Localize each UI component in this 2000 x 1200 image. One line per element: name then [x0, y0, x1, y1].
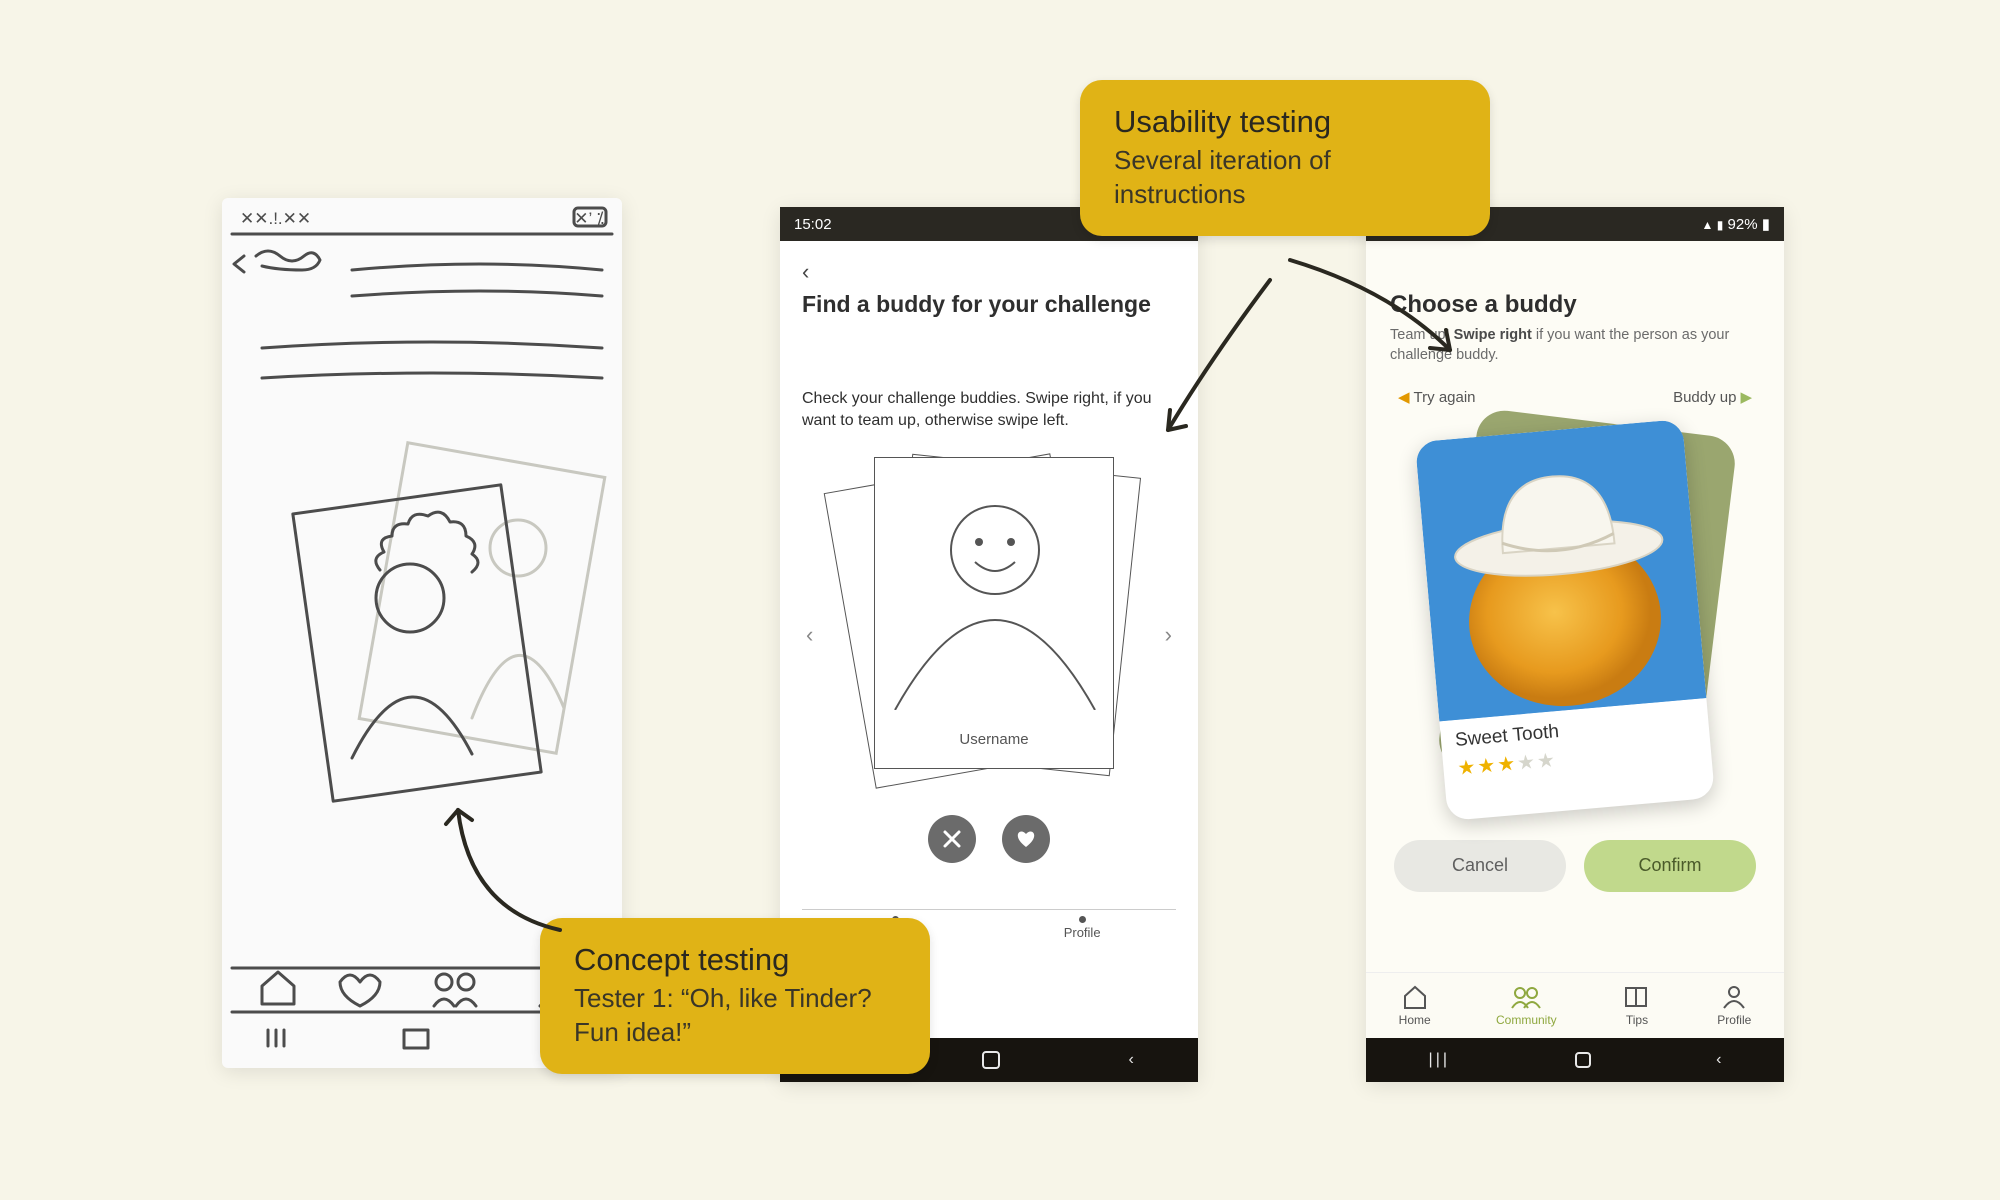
- home-icon[interactable]: [982, 1051, 1000, 1069]
- home-icon[interactable]: [1575, 1052, 1591, 1068]
- tab-profile[interactable]: Profile: [1064, 916, 1101, 940]
- profile-photo: [1415, 419, 1706, 721]
- like-button[interactable]: [1002, 815, 1050, 863]
- status-time: 15:02: [794, 216, 832, 233]
- card-stack[interactable]: ‹ › Username: [834, 457, 1144, 787]
- card-stack[interactable]: Sweet Tooth ★★★★★: [1415, 412, 1735, 812]
- callout-usability-testing: Usability testing Several iteration of i…: [1080, 80, 1490, 236]
- tab-bar: Home Community Tips Profile: [1366, 972, 1784, 1038]
- hifi-mockup: ▲ ▮ 92% ▮ Choose a buddy Team up! Swipe …: [1366, 207, 1784, 1082]
- instruction-text: Check your challenge buddies. Swipe righ…: [802, 388, 1172, 431]
- screen-title: Choose a buddy: [1390, 291, 1760, 319]
- profile-card[interactable]: Username: [874, 457, 1114, 769]
- card-username: Username: [875, 731, 1113, 748]
- callout-body: Tester 1: “Oh, like Tinder? Fun idea!”: [574, 982, 896, 1050]
- confirm-button[interactable]: Confirm: [1584, 840, 1756, 892]
- tab-profile[interactable]: Profile: [1717, 984, 1751, 1027]
- profile-card[interactable]: Sweet Tooth ★★★★★: [1415, 419, 1715, 821]
- status-right: ▲ ▮ 92% ▮: [1702, 215, 1770, 233]
- reject-button[interactable]: [928, 815, 976, 863]
- chevron-right-icon[interactable]: ›: [1165, 622, 1172, 648]
- back-icon[interactable]: ‹: [1128, 1051, 1133, 1069]
- swipe-right-hint: Buddy up▶: [1673, 388, 1752, 406]
- tab-home[interactable]: Home: [1399, 984, 1431, 1027]
- callout-title: Usability testing: [1114, 104, 1456, 140]
- android-nav-bar: ||| ‹: [1366, 1038, 1784, 1082]
- recents-icon[interactable]: |||: [1429, 1051, 1450, 1069]
- cancel-button[interactable]: Cancel: [1394, 840, 1566, 892]
- back-icon[interactable]: ‹: [1716, 1051, 1721, 1069]
- chevron-left-icon[interactable]: ‹: [806, 622, 813, 648]
- swipe-hint-row: ◀Try again Buddy up▶: [1390, 388, 1760, 406]
- callouts-body: Several iteration of instructions: [1114, 144, 1456, 212]
- swipe-left-hint: ◀Try again: [1398, 388, 1476, 406]
- back-chevron-icon[interactable]: ‹: [802, 259, 1176, 285]
- tab-tips[interactable]: Tips: [1622, 984, 1652, 1027]
- tab-community[interactable]: Community: [1496, 984, 1557, 1027]
- svg-text:✕✕.!.✕✕: ✕✕.!.✕✕: [240, 209, 311, 228]
- screen-title: Find a buddy for your challenge: [802, 291, 1176, 318]
- instruction-text: Team up! Swipe right if you want the per…: [1390, 325, 1760, 366]
- callout-concept-testing: Concept testing Tester 1: “Oh, like Tind…: [540, 918, 930, 1074]
- callout-title: Concept testing: [574, 942, 896, 978]
